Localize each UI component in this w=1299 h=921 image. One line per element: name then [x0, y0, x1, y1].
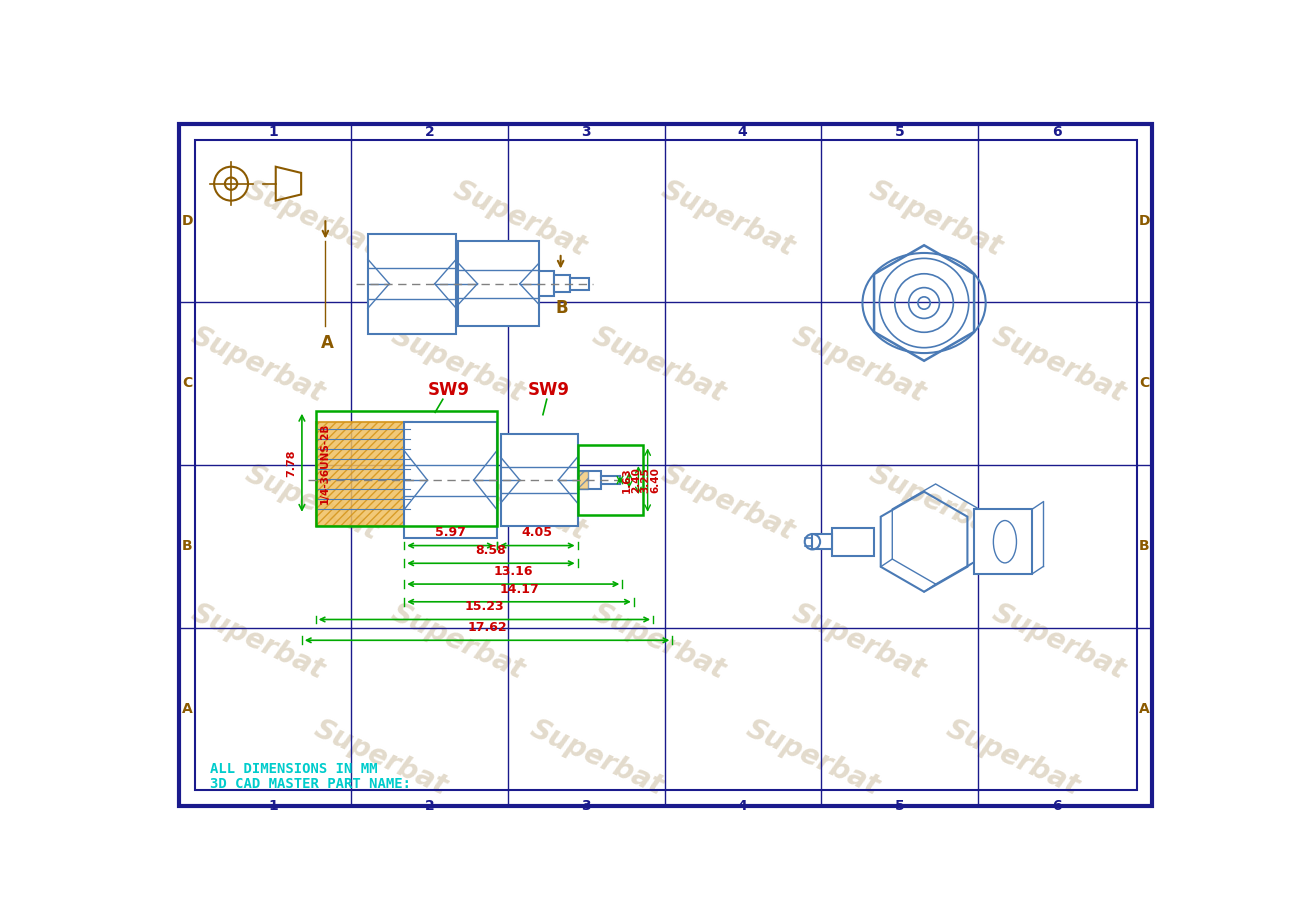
Text: 3D CAD MASTER PART NAME:: 3D CAD MASTER PART NAME:: [210, 777, 412, 791]
Text: Superbat: Superbat: [526, 714, 668, 800]
Text: 4: 4: [738, 125, 748, 139]
Text: 4: 4: [738, 799, 748, 813]
Text: C: C: [1139, 377, 1150, 391]
Text: 1: 1: [268, 799, 278, 813]
Bar: [316, 411, 496, 526]
Text: 3: 3: [581, 125, 591, 139]
Bar: [459, 241, 539, 326]
Text: Superbat: Superbat: [448, 175, 591, 262]
Text: B: B: [556, 299, 569, 317]
Text: 3.25: 3.25: [640, 467, 651, 493]
Text: B: B: [182, 540, 192, 554]
Bar: [570, 277, 590, 290]
Text: Superbat: Superbat: [656, 460, 799, 546]
Bar: [578, 471, 600, 489]
Text: 4.05: 4.05: [522, 527, 552, 540]
Text: B: B: [1139, 540, 1150, 554]
Text: 17.62: 17.62: [468, 621, 507, 635]
Text: D: D: [1138, 214, 1150, 228]
Text: Superbat: Superbat: [587, 321, 730, 408]
Bar: [974, 509, 1031, 574]
Text: Superbat: Superbat: [387, 599, 530, 685]
Text: Superbat: Superbat: [187, 321, 329, 408]
Bar: [539, 272, 555, 296]
Text: 6: 6: [1052, 799, 1063, 813]
Text: Superbat: Superbat: [387, 321, 530, 408]
Text: Superbat: Superbat: [310, 714, 452, 800]
Text: 8.58: 8.58: [475, 544, 507, 557]
Bar: [578, 471, 588, 489]
Text: Superbat: Superbat: [987, 321, 1130, 408]
Text: A: A: [182, 702, 192, 717]
Text: 5: 5: [895, 125, 904, 139]
Text: 7.78: 7.78: [286, 449, 296, 477]
Bar: [316, 423, 412, 526]
Text: Superbat: Superbat: [448, 460, 591, 546]
Text: 2: 2: [425, 799, 434, 813]
Text: SW9: SW9: [527, 381, 569, 400]
Text: A: A: [321, 333, 334, 352]
Text: SW9: SW9: [427, 381, 469, 400]
Bar: [404, 423, 496, 538]
Text: 5.97: 5.97: [435, 527, 466, 540]
Bar: [368, 234, 456, 333]
Text: Superbat: Superbat: [864, 460, 1007, 546]
Text: 2.40: 2.40: [631, 467, 642, 493]
Text: 3: 3: [581, 799, 591, 813]
Text: 6: 6: [1052, 125, 1063, 139]
Bar: [831, 528, 874, 555]
Text: 15.23: 15.23: [465, 600, 504, 613]
Bar: [812, 534, 831, 550]
Text: 1: 1: [268, 125, 278, 139]
Text: 5: 5: [895, 799, 904, 813]
Text: 13.16: 13.16: [494, 565, 533, 577]
Text: Superbat: Superbat: [742, 714, 883, 800]
Text: 1/4-36UNS-2B: 1/4-36UNS-2B: [320, 423, 330, 504]
Text: Superbat: Superbat: [587, 599, 730, 685]
Bar: [578, 446, 643, 515]
Text: ALL DIMENSIONS IN MM: ALL DIMENSIONS IN MM: [210, 762, 378, 775]
Text: Superbat: Superbat: [787, 321, 930, 408]
Text: 6.40: 6.40: [650, 467, 660, 493]
Text: Superbat: Superbat: [864, 175, 1007, 262]
Text: 14.17: 14.17: [499, 583, 539, 596]
Bar: [500, 434, 578, 526]
Text: Superbat: Superbat: [987, 599, 1130, 685]
Text: Superbat: Superbat: [656, 175, 799, 262]
Text: C: C: [182, 377, 192, 391]
Text: 1.63: 1.63: [622, 467, 633, 493]
Text: Superbat: Superbat: [187, 599, 329, 685]
Bar: [555, 275, 570, 292]
Text: A: A: [1139, 702, 1150, 717]
Text: Superbat: Superbat: [787, 599, 930, 685]
Text: Superbat: Superbat: [942, 714, 1083, 800]
Text: 2: 2: [425, 125, 434, 139]
Text: Superbat: Superbat: [240, 175, 383, 262]
Text: Superbat: Superbat: [240, 460, 383, 546]
Text: D: D: [182, 214, 194, 228]
